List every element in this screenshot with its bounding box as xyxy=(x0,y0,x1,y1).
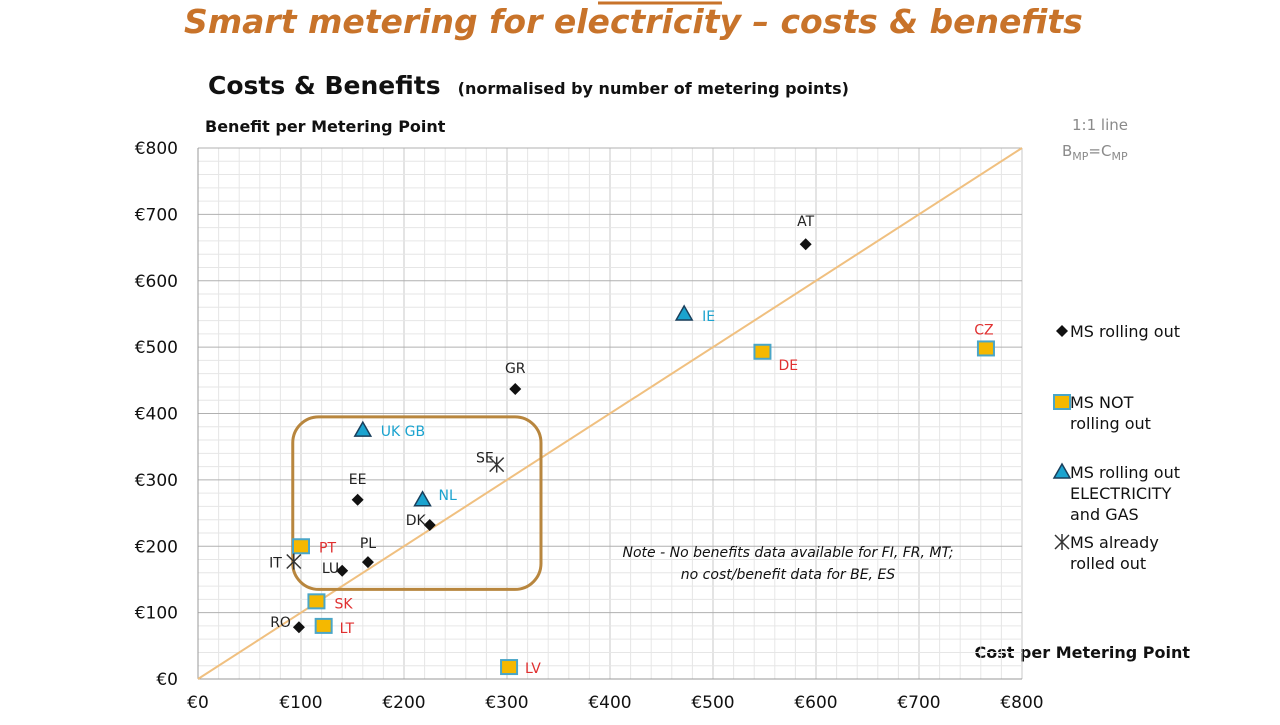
chart-subtitle: (normalised by number of metering points… xyxy=(458,79,849,98)
note-line: Note - No benefits data available for FI… xyxy=(623,545,954,561)
point-lt-marker xyxy=(314,617,333,634)
point-label: SE xyxy=(476,451,494,467)
point-lv-marker xyxy=(500,659,519,676)
formula-c-sub: MP xyxy=(1111,150,1127,163)
legend-item-line: MS already xyxy=(1070,533,1159,552)
legend-item-line: ELECTRICITY xyxy=(1070,484,1172,503)
point-label: DE xyxy=(778,358,798,374)
point-label: AT xyxy=(797,214,814,230)
formula-eq: = xyxy=(1088,142,1101,160)
y-tick-label: €300 xyxy=(135,471,178,491)
formula-b-sub: MP xyxy=(1072,150,1088,163)
point-gr-marker xyxy=(509,382,522,395)
y-tick-label: €200 xyxy=(135,537,178,557)
highlight-box xyxy=(291,415,543,591)
x-tick-label: €100 xyxy=(279,693,322,713)
point-ie-marker xyxy=(674,304,694,321)
y-tick-label: €500 xyxy=(135,338,178,358)
chart-title-group: Costs & Benefits (normalised by number o… xyxy=(208,71,849,100)
legend-item-line: and GAS xyxy=(1070,505,1139,524)
point-cz-marker xyxy=(976,340,995,357)
chart-title: Costs & Benefits xyxy=(208,71,441,100)
point-label: UK GB xyxy=(381,424,425,440)
highlight-box-group xyxy=(291,415,543,591)
note: Note - No benefits data available for FI… xyxy=(623,545,954,583)
point-de-marker xyxy=(753,343,772,360)
point-label: NL xyxy=(439,488,457,504)
reference-line-formula: BMP=CMP xyxy=(1062,142,1128,163)
formula-c: C xyxy=(1101,142,1111,160)
point-pt-marker xyxy=(292,538,310,555)
legend-item-line: rolling out xyxy=(1070,414,1151,433)
point-label: EE xyxy=(349,472,367,488)
x-tick-label: €0 xyxy=(187,693,209,713)
point-label: GR xyxy=(505,361,526,377)
point-label: PT xyxy=(319,540,336,556)
point-label: CZ xyxy=(974,322,993,338)
point-label: SK xyxy=(334,596,353,612)
x-tick-label: €600 xyxy=(794,693,837,713)
legend-item-line: MS rolling out xyxy=(1070,322,1180,341)
legend-item-line: rolled out xyxy=(1070,554,1146,573)
point-label: IT xyxy=(269,556,282,572)
legend-item-line: MS rolling out xyxy=(1070,463,1180,482)
data-points: AT GR EE DK PL LU RO CZ DE PT SK LT LV IE UK GB NL SE IT xyxy=(269,214,995,677)
x-axis-label: Cost per Metering Point xyxy=(974,643,1190,662)
point-label: IE xyxy=(702,309,715,325)
point-it-marker xyxy=(286,553,302,570)
point-sk-marker xyxy=(307,593,326,610)
legend-item-line: MS NOT xyxy=(1070,393,1134,412)
legend-marker-diamond xyxy=(1056,325,1068,337)
x-tick-label: €300 xyxy=(485,693,528,713)
x-tick-label: €800 xyxy=(1000,693,1043,713)
plot-axes xyxy=(197,148,1022,680)
point-label: DK xyxy=(406,513,427,529)
y-axis-label: Benefit per Metering Point xyxy=(205,117,446,136)
point-label: LV xyxy=(525,661,541,677)
formula-b: B xyxy=(1062,142,1072,160)
legend-marker-square xyxy=(1053,394,1071,410)
note-line: no cost/benefit data for BE, ES xyxy=(681,567,896,583)
point-label: LT xyxy=(340,621,355,637)
y-tick-label: €800 xyxy=(135,139,178,159)
y-tick-label: €700 xyxy=(135,205,178,225)
tick-labels: €0 €100 €200 €300 €400 €500 €600 €700 €800 €0 €100… xyxy=(135,139,1044,713)
y-tick-label: €600 xyxy=(135,272,178,292)
legend-marker-triangle xyxy=(1052,462,1072,479)
reference-line-label: 1:1 line xyxy=(1072,116,1128,134)
point-se-marker xyxy=(489,456,505,473)
x-tick-label: €700 xyxy=(897,693,940,713)
y-tick-label: €400 xyxy=(135,405,178,425)
x-tick-label: €400 xyxy=(588,693,631,713)
y-tick-label: €0 xyxy=(156,670,178,690)
point-at-marker xyxy=(799,238,812,251)
legend-marker-cross xyxy=(1054,534,1070,550)
point-label: LU xyxy=(322,561,339,577)
point-ro-marker xyxy=(292,621,305,634)
x-tick-label: €200 xyxy=(382,693,425,713)
legend: MS rolling out MS NOT rolling out MS rollin… xyxy=(1052,322,1180,573)
point-dk-marker xyxy=(423,519,436,532)
point-pl-marker xyxy=(361,556,374,569)
x-tick-label: €500 xyxy=(691,693,734,713)
point-label: RO xyxy=(270,615,291,631)
point-ee-marker xyxy=(351,493,364,506)
point-lu-marker xyxy=(336,564,349,577)
point-label: PL xyxy=(360,536,376,552)
y-tick-label: €100 xyxy=(135,604,178,624)
slide-title: Smart metering for electricity – costs &… xyxy=(184,2,1083,41)
point-nl-marker xyxy=(413,490,432,507)
point-uk-gb-marker xyxy=(353,420,373,437)
